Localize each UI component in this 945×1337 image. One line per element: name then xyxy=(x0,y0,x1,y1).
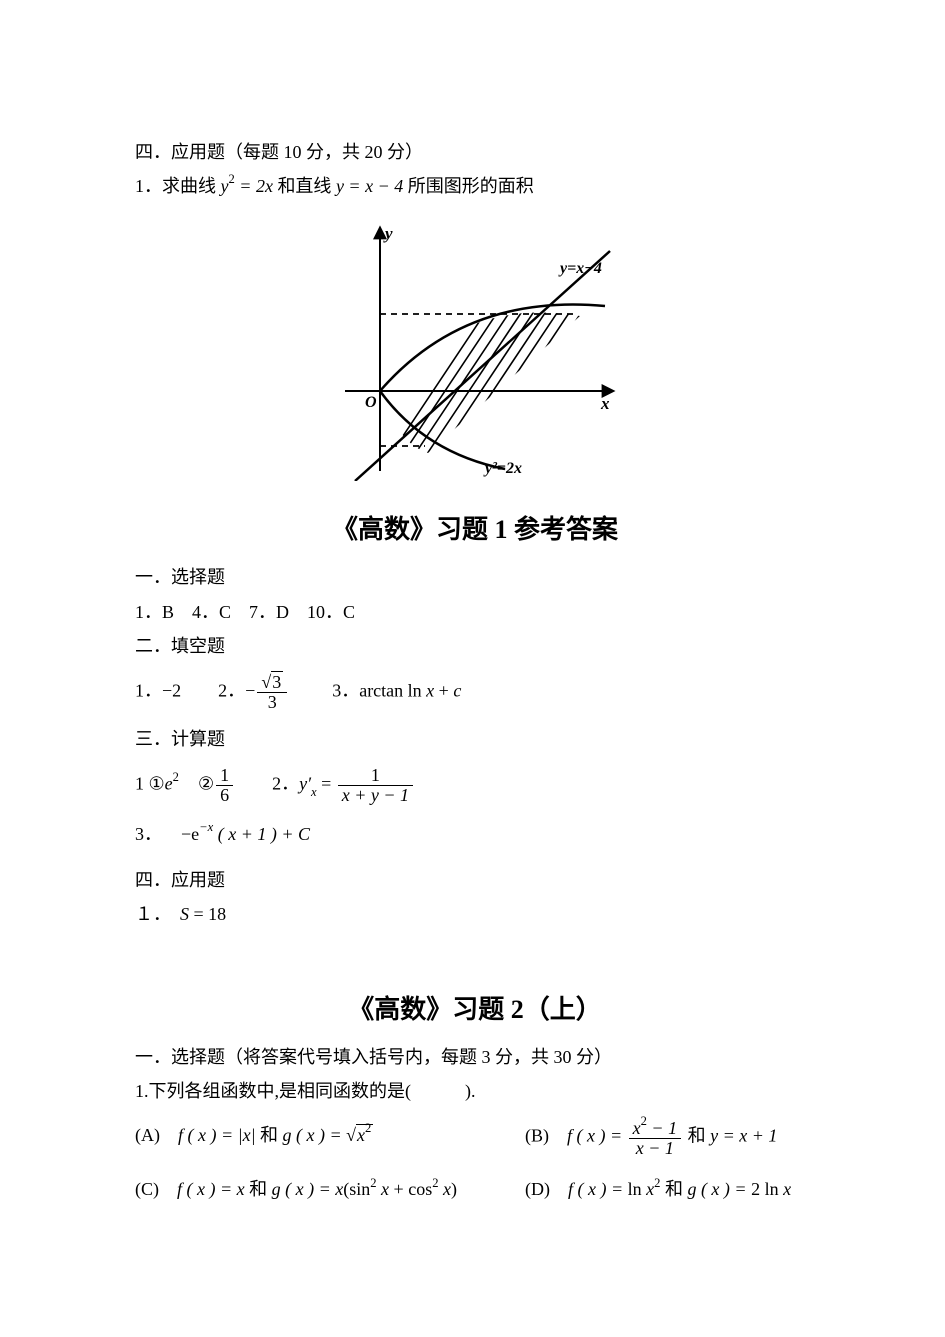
optA-mid: 和 xyxy=(256,1125,283,1145)
s2-a2-label: 2． xyxy=(218,680,245,700)
ans1-s1-heading: 一．选择题 xyxy=(135,560,815,594)
ans1-s2-line: 1．−2 2．−33 3．arctan ln x + c xyxy=(135,673,815,712)
optC-label: (C) xyxy=(135,1179,177,1199)
optC-mid: 和 xyxy=(245,1179,272,1199)
set2-s1-heading: 一．选择题（将答案代号填入括号内，每题 3 分，共 30 分） xyxy=(135,1040,815,1074)
s3-l1-b-label: ② xyxy=(198,773,214,793)
ans1-s3-line2: 3． −e−x ( x + 1 ) + C xyxy=(135,817,815,851)
answers1-title: 《高数》习题 1 参考答案 xyxy=(135,509,815,546)
optB-mid: 和 xyxy=(683,1125,710,1145)
q1-eq1-exp: 2 xyxy=(229,172,235,186)
s3-l1-c-den: x + y − 1 xyxy=(342,785,409,805)
set2-row-cd: (C) f ( x ) = x 和 g ( x ) = x(sin2 x + c… xyxy=(135,1175,815,1201)
s3-l1-c-sub: x xyxy=(311,785,317,799)
s2-a3-label: 3． xyxy=(332,680,359,700)
ans1-s4-line: １． S = 18 xyxy=(135,897,815,931)
s2-a2-frac: 33 xyxy=(257,673,287,712)
section4-q1: 1．求曲线 y2 = 2x 和直线 y = x − 4 所围图形的面积 xyxy=(135,169,815,203)
s2-a2-den: 3 xyxy=(257,693,287,712)
q1-prefix: 1．求曲线 xyxy=(135,176,221,196)
s3-l1-c-num: 1 xyxy=(338,766,413,786)
set2-title: 《高数》习题 2（上） xyxy=(135,989,815,1026)
option-a: (A) f ( x ) = |x| 和 g ( x ) = x2 xyxy=(135,1121,465,1147)
set2-q1: 1.下列各组函数中,是相同函数的是( ). xyxy=(135,1074,815,1108)
s3-l1-b-frac: 16 xyxy=(216,766,233,805)
s3-l1-b-num: 1 xyxy=(216,766,233,786)
q1-mid: 和直线 xyxy=(273,176,336,196)
ans1-s3-line1: 1 ①e2 ②16 2．y′x = 1x + y − 1 xyxy=(135,766,815,805)
label-y: y xyxy=(383,224,393,243)
optD-mid: 和 xyxy=(660,1179,687,1199)
s3-l1-c-eq: = xyxy=(317,773,336,793)
label-x: x xyxy=(600,394,610,413)
s3-l1-exp: 2 xyxy=(173,770,179,784)
q1-suffix: 所围图形的面积 xyxy=(403,176,534,196)
s2-a1-val: −2 xyxy=(162,680,181,700)
label-parabola: y²=2x xyxy=(483,460,522,477)
s3-l1-pref: 1 ① xyxy=(135,773,165,793)
q1-eq1-y: y xyxy=(221,176,229,196)
s3-l2-rest: ( x + 1 ) + C xyxy=(213,824,310,844)
s2-a2-sqrt: 3 xyxy=(271,671,283,692)
s2-a1-label: 1． xyxy=(135,680,162,700)
ans1-s2-heading: 二．填空题 xyxy=(135,629,815,663)
area-figure: y x O y=x−4 y²=2x xyxy=(325,221,625,481)
ans1-s4-heading: 四．应用题 xyxy=(135,863,815,897)
s3-l1-c-frac: 1x + y − 1 xyxy=(338,766,413,805)
optA-label: (A) xyxy=(135,1125,178,1145)
figure-container: y x O y=x−4 y²=2x xyxy=(135,221,815,481)
set2-row-ab: (A) f ( x ) = |x| 和 g ( x ) = x2 (B) f (… xyxy=(135,1117,815,1158)
s3-l2-neg-e: −e xyxy=(181,824,199,844)
s3-l2-label: 3． xyxy=(135,824,162,844)
label-line: y=x−4 xyxy=(558,260,602,277)
s3-l1-b-den: 6 xyxy=(216,786,233,805)
label-origin: O xyxy=(365,394,377,411)
option-c: (C) f ( x ) = x 和 g ( x ) = x(sin2 x + c… xyxy=(135,1175,465,1201)
s3-l1-c-label: 2． xyxy=(272,773,299,793)
s2-a3-val: arctan ln x + c xyxy=(359,680,461,700)
q1-eq2: y = x − 4 xyxy=(336,176,403,196)
option-b: (B) f ( x ) = x2 − 1x − 1 和 y = x + 1 xyxy=(525,1117,855,1158)
ans1-s3-heading: 三．计算题 xyxy=(135,722,815,756)
s3-l1-e: e xyxy=(165,773,173,793)
option-d: (D) f ( x ) = ln x2 和 g ( x ) = 2 ln x xyxy=(525,1175,855,1201)
s2-a2-neg: − xyxy=(245,680,255,700)
section4-heading: 四．应用题（每题 10 分，共 20 分） xyxy=(135,135,815,169)
optB-label: (B) xyxy=(525,1125,567,1145)
s3-l1-c-y: y′ xyxy=(299,773,311,793)
ans1-s1-line: 1．B 4．C 7．D 10．C xyxy=(135,595,815,629)
s3-l2-exp: −x xyxy=(199,820,213,834)
q1-eq1-rhs: = 2x xyxy=(235,176,273,196)
optD-label: (D) xyxy=(525,1179,568,1199)
